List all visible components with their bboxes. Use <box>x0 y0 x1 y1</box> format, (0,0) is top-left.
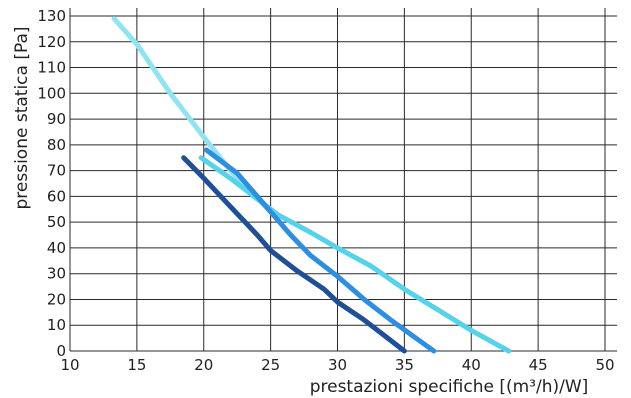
y-tick-label: 70 <box>47 162 66 180</box>
y-tick-label: 130 <box>37 7 66 25</box>
y-tick-label: 60 <box>47 187 66 205</box>
y-tick-label: 100 <box>37 84 66 102</box>
x-tick-label: 40 <box>462 356 481 374</box>
y-tick-label: 90 <box>47 110 66 128</box>
y-tick-label: 40 <box>47 239 66 257</box>
y-tick-label: 0 <box>56 342 66 360</box>
series-line-4 <box>181 155 407 354</box>
y-tick-label: 120 <box>37 33 66 51</box>
y-tick-label: 50 <box>47 213 66 231</box>
x-tick-label: 50 <box>595 356 614 374</box>
y-tick-label: 30 <box>47 265 66 283</box>
x-axis-ticks: 10 15 20 25 30 35 40 45 50 <box>60 356 614 374</box>
chart-grid <box>69 8 617 352</box>
x-tick-label: 45 <box>529 356 548 374</box>
y-tick-label: 10 <box>47 316 66 334</box>
x-tick-label: 15 <box>127 356 146 374</box>
y-axis-ticks: 0 10 20 30 40 50 60 70 80 90 100 110 120 130 <box>37 7 66 360</box>
series-line-2 <box>198 155 512 354</box>
series-line-3 <box>203 147 437 354</box>
x-tick-label: 20 <box>194 356 213 374</box>
x-tick-label: 10 <box>60 356 79 374</box>
x-axis-title: prestazioni specifiche [(m³/h)/W] <box>310 377 589 397</box>
y-tick-label: 80 <box>47 136 66 154</box>
x-tick-label: 35 <box>395 356 414 374</box>
x-tick-label: 25 <box>261 356 280 374</box>
y-tick-label: 20 <box>47 290 66 308</box>
x-tick-label: 30 <box>328 356 347 374</box>
y-axis-title: pressione statica [Pa] <box>12 26 32 209</box>
y-tick-label: 110 <box>37 59 66 77</box>
chart-series <box>111 16 512 354</box>
